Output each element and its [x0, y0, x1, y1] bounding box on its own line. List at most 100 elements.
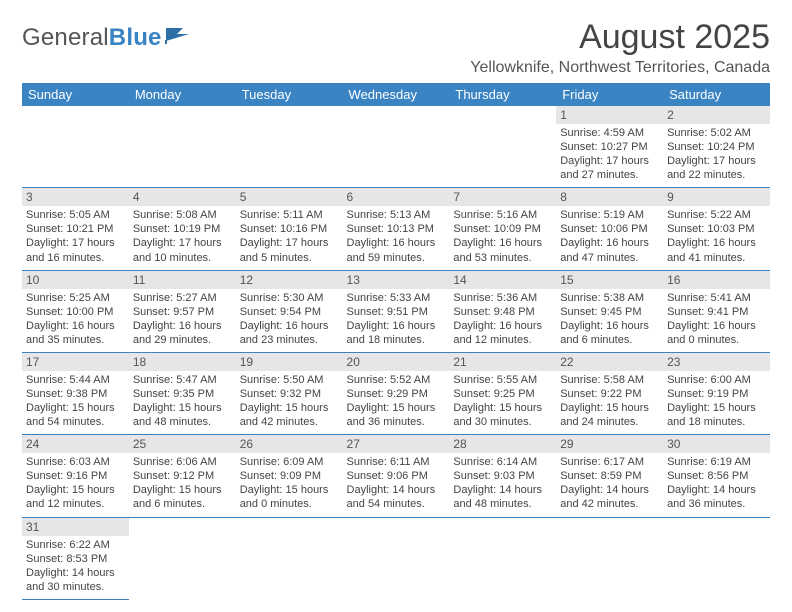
day-detail-line: and 30 minutes. [26, 580, 125, 594]
day-details: Sunrise: 5:36 AMSunset: 9:48 PMDaylight:… [453, 291, 552, 347]
day-number: 9 [663, 188, 770, 206]
day-detail-line: Daylight: 16 hours [240, 319, 339, 333]
day-detail-line: and 48 minutes. [133, 415, 232, 429]
calendar-cell: 24Sunrise: 6:03 AMSunset: 9:16 PMDayligh… [22, 435, 129, 517]
day-number: 15 [556, 271, 663, 289]
day-detail-line: Sunrise: 5:52 AM [347, 373, 446, 387]
day-detail-line: and 16 minutes. [26, 251, 125, 265]
calendar-cell: 4 Sunrise: 5:08 AMSunset: 10:19 PMDayligh… [129, 188, 236, 270]
day-detail-line: and 42 minutes. [560, 497, 659, 511]
day-detail-line: Sunset: 9:51 PM [347, 305, 446, 319]
calendar-cell: 1Sunrise: 4:59 AMSunset: 10:27 PMDayligh… [556, 106, 663, 188]
calendar-cell: 18Sunrise: 5:47 AMSunset: 9:35 PMDayligh… [129, 352, 236, 434]
day-detail-line: Sunrise: 5:25 AM [26, 291, 125, 305]
day-detail-line: and 6 minutes. [560, 333, 659, 347]
month-title: August 2025 [470, 18, 770, 57]
day-detail-line: Sunset: 9:16 PM [26, 469, 125, 483]
day-header: Monday [129, 83, 236, 106]
calendar-cell [22, 106, 129, 188]
day-detail-line: and 48 minutes. [453, 497, 552, 511]
day-detail-line: Sunset: 10:16 PM [240, 222, 339, 236]
day-detail-line: and 29 minutes. [133, 333, 232, 347]
day-number: 2 [663, 106, 770, 124]
day-detail-line: and 5 minutes. [240, 251, 339, 265]
calendar-cell [556, 517, 663, 599]
day-header: Friday [556, 83, 663, 106]
day-detail-line: Sunrise: 5:38 AM [560, 291, 659, 305]
day-detail-line: Daylight: 17 hours [560, 154, 659, 168]
day-number: 23 [663, 353, 770, 371]
day-details: Sunrise: 5:05 AMSunset: 10:21 PMDaylight… [26, 208, 125, 264]
day-detail-line: and 30 minutes. [453, 415, 552, 429]
day-detail-line: Sunrise: 5:13 AM [347, 208, 446, 222]
calendar-cell [236, 106, 343, 188]
day-number: 7 [449, 188, 556, 206]
calendar-week: 24Sunrise: 6:03 AMSunset: 9:16 PMDayligh… [22, 435, 770, 517]
calendar-cell: 5Sunrise: 5:11 AMSunset: 10:16 PMDayligh… [236, 188, 343, 270]
day-detail-line: Sunrise: 6:09 AM [240, 455, 339, 469]
day-details: Sunrise: 5:30 AMSunset: 9:54 PMDaylight:… [240, 291, 339, 347]
calendar-cell: 27Sunrise: 6:11 AMSunset: 9:06 PMDayligh… [343, 435, 450, 517]
day-detail-line: Sunrise: 6:11 AM [347, 455, 446, 469]
day-number: 10 [22, 271, 129, 289]
day-details: Sunrise: 5:33 AMSunset: 9:51 PMDaylight:… [347, 291, 446, 347]
flag-icon [165, 26, 191, 49]
day-details: Sunrise: 5:27 AMSunset: 9:57 PMDaylight:… [133, 291, 232, 347]
day-number: 13 [343, 271, 450, 289]
day-detail-line: Daylight: 15 hours [133, 483, 232, 497]
day-detail-line: Sunrise: 5:16 AM [453, 208, 552, 222]
day-details: Sunrise: 5:08 AMSunset: 10:19 PMDaylight… [133, 208, 232, 264]
calendar-table: Sunday Monday Tuesday Wednesday Thursday… [22, 83, 770, 600]
day-number: 4 [129, 188, 236, 206]
day-detail-line: and 36 minutes. [347, 415, 446, 429]
day-number: 16 [663, 271, 770, 289]
calendar-cell: 21Sunrise: 5:55 AMSunset: 9:25 PMDayligh… [449, 352, 556, 434]
day-header: Wednesday [343, 83, 450, 106]
calendar-cell: 17Sunrise: 5:44 AMSunset: 9:38 PMDayligh… [22, 352, 129, 434]
day-detail-line: and 0 minutes. [240, 497, 339, 511]
day-details: Sunrise: 6:22 AMSunset: 8:53 PMDaylight:… [26, 538, 125, 594]
calendar-cell [129, 517, 236, 599]
title-block: August 2025 Yellowknife, Northwest Terri… [470, 18, 770, 77]
calendar-cell [343, 106, 450, 188]
calendar-cell: 10Sunrise: 5:25 AMSunset: 10:00 PMDaylig… [22, 270, 129, 352]
day-detail-line: Daylight: 16 hours [560, 236, 659, 250]
day-detail-line: Sunset: 9:25 PM [453, 387, 552, 401]
day-number: 8 [556, 188, 663, 206]
day-detail-line: Sunrise: 6:00 AM [667, 373, 766, 387]
day-detail-line: Sunrise: 5:58 AM [560, 373, 659, 387]
day-number: 24 [22, 435, 129, 453]
header: GeneralBlue August 2025 Yellowknife, Nor… [22, 18, 770, 77]
day-detail-line: Sunset: 9:03 PM [453, 469, 552, 483]
day-detail-line: Sunset: 9:54 PM [240, 305, 339, 319]
day-detail-line: Sunset: 10:13 PM [347, 222, 446, 236]
day-number: 17 [22, 353, 129, 371]
calendar-cell: 9Sunrise: 5:22 AMSunset: 10:03 PMDayligh… [663, 188, 770, 270]
calendar-cell: 19Sunrise: 5:50 AMSunset: 9:32 PMDayligh… [236, 352, 343, 434]
calendar-cell: 26Sunrise: 6:09 AMSunset: 9:09 PMDayligh… [236, 435, 343, 517]
day-number: 28 [449, 435, 556, 453]
day-detail-line: Sunset: 8:53 PM [26, 552, 125, 566]
day-detail-line: Sunrise: 4:59 AM [560, 126, 659, 140]
day-header: Thursday [449, 83, 556, 106]
day-details: Sunrise: 4:59 AMSunset: 10:27 PMDaylight… [560, 126, 659, 182]
calendar-week: 3Sunrise: 5:05 AMSunset: 10:21 PMDayligh… [22, 188, 770, 270]
day-detail-line: and 12 minutes. [453, 333, 552, 347]
day-detail-line: Daylight: 16 hours [26, 319, 125, 333]
day-detail-line: Sunset: 9:32 PM [240, 387, 339, 401]
day-detail-line: and 0 minutes. [667, 333, 766, 347]
day-detail-line: Daylight: 15 hours [26, 401, 125, 415]
day-detail-line: and 27 minutes. [560, 168, 659, 182]
day-detail-line: Sunset: 9:29 PM [347, 387, 446, 401]
day-details: Sunrise: 5:11 AMSunset: 10:16 PMDaylight… [240, 208, 339, 264]
calendar-cell: 30Sunrise: 6:19 AMSunset: 8:56 PMDayligh… [663, 435, 770, 517]
day-number: 19 [236, 353, 343, 371]
day-detail-line: Daylight: 14 hours [453, 483, 552, 497]
day-details: Sunrise: 5:52 AMSunset: 9:29 PMDaylight:… [347, 373, 446, 429]
day-details: Sunrise: 5:02 AMSunset: 10:24 PMDaylight… [667, 126, 766, 182]
day-detail-line: Daylight: 14 hours [347, 483, 446, 497]
day-detail-line: Daylight: 16 hours [453, 236, 552, 250]
calendar-cell [343, 517, 450, 599]
day-detail-line: Sunset: 10:03 PM [667, 222, 766, 236]
day-detail-line: Sunrise: 5:30 AM [240, 291, 339, 305]
